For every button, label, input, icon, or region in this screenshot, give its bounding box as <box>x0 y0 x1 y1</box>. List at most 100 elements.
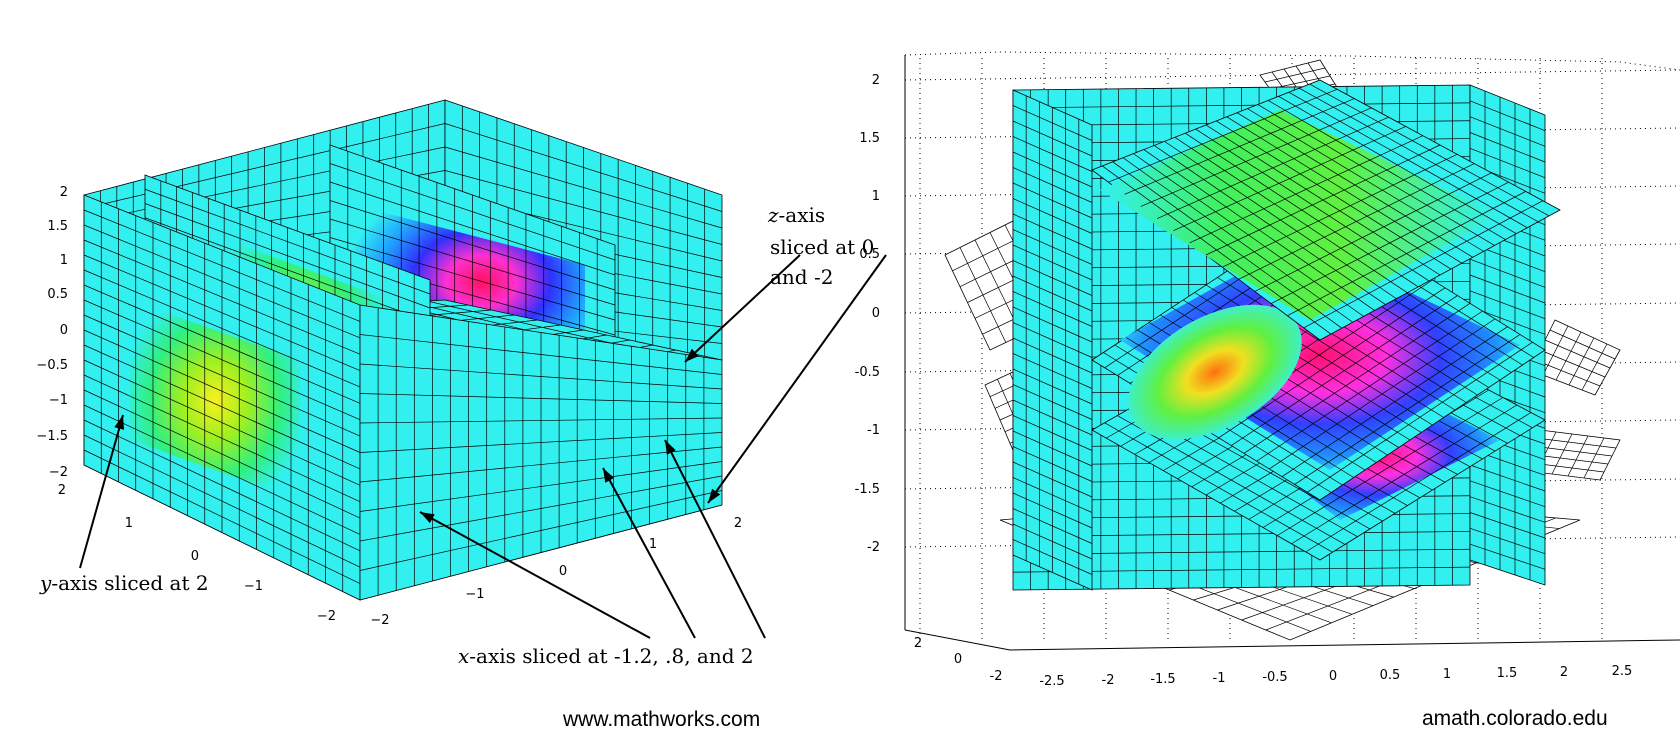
left-wall <box>1012 89 1093 591</box>
left-wall-mesh <box>1012 95 1093 585</box>
x-tick-label: 2 <box>1560 665 1568 680</box>
z-tick-label: −1.5 <box>36 429 68 444</box>
z-tick-label: -2 <box>867 540 880 555</box>
x-tick-label: 1 <box>649 537 657 552</box>
z-slice-top <box>1091 79 1561 341</box>
x-tick-label: 0.5 <box>1380 668 1401 683</box>
y-annotation-var: y <box>39 571 52 595</box>
arrow-x-neg1.2 <box>419 511 651 639</box>
arrow-y-2 <box>79 414 125 569</box>
right-axis-ticks: 2 1.5 1 0.5 0 -0.5 -1 -1.5 -2 2 0 -2 -2.5 -2 -1.5 -1 -0.… <box>855 73 1633 689</box>
z-tick-label: 2 <box>872 73 880 88</box>
z-tick-label: 2 <box>60 185 68 200</box>
y-annotation: y-axis sliced at 2 <box>39 571 209 595</box>
y-axis-line <box>904 629 1011 651</box>
z-annotation-line3: and -2 <box>770 265 833 289</box>
z-gridline <box>904 127 1680 139</box>
z-annotation-var: z <box>767 203 779 227</box>
x-tick-label: -2.5 <box>1039 674 1064 689</box>
credit-amath: amath.colorado.edu <box>1422 707 1608 730</box>
y-axis-annotation: y-axis sliced at 2 <box>39 571 209 595</box>
x-tick-label: -2 <box>1102 673 1115 688</box>
arrow-x-0.8-shaft <box>602 467 696 639</box>
x-tick-label: 0 <box>559 564 567 579</box>
y-tick-label: −1 <box>244 579 263 594</box>
x-axis-line <box>1009 639 1680 651</box>
arrow-x-0.8-head <box>603 468 615 483</box>
z-annotation-text: -axis <box>779 203 826 227</box>
z-tick-label: 0.5 <box>859 247 880 262</box>
z-tick-label: 0 <box>872 306 880 321</box>
x-tick-label: 2.5 <box>1612 664 1633 679</box>
arrow-z-0 <box>684 254 801 363</box>
z-tick-label: −0.5 <box>36 358 68 373</box>
y-slice-2-mesh <box>83 201 361 592</box>
y-slice-2 <box>83 194 361 601</box>
left-slice-plot: 2 1.5 1 0.5 0 −0.5 −1 −1.5 −2 2 1 0 −1 −2 −2 −1 0 1 2 <box>36 99 742 628</box>
arrow-y-2-shaft <box>79 414 124 569</box>
z-gridline <box>904 302 1680 314</box>
z-tick-label: -1 <box>867 423 880 438</box>
x-annotation-text: -axis sliced at -1.2, .8, and 2 <box>469 644 753 668</box>
x-tick-label: -1.5 <box>1150 672 1175 687</box>
top-gridline <box>904 51 1680 71</box>
wire-plane-right-mid-mesh <box>1534 325 1616 391</box>
z-slice-middle-color <box>1120 240 1520 470</box>
y-tick-label: -2 <box>990 669 1003 684</box>
z-tick-label: -0.5 <box>855 365 880 380</box>
x-slice-2-mesh <box>359 307 723 596</box>
arrow-z-0-shaft <box>684 254 801 363</box>
z-gridline <box>904 243 1680 255</box>
arrow-z-neg2-head <box>708 488 721 503</box>
credit-mathworks: www.mathworks.com <box>562 708 760 731</box>
z-gridline <box>904 536 1680 548</box>
z-slice-top-mesh <box>1102 83 1550 335</box>
x-annotation: x-axis sliced at -1.2, .8, and 2 <box>458 644 754 668</box>
y-tick-label: 2 <box>58 483 66 498</box>
y-slice-2-color <box>130 300 300 500</box>
x-slice-2 <box>359 304 723 601</box>
x-tick-label: 0 <box>1329 669 1337 684</box>
x-tick-label: 1 <box>1443 667 1451 682</box>
y-tick-label: 0 <box>191 549 199 564</box>
right-slice-plot: 2 1.5 1 0.5 0 -0.5 -1 -1.5 -2 2 0 -2 -2.5 -2 -1.5 -1 -0.… <box>855 51 1680 689</box>
y-tick-label: 2 <box>914 636 922 651</box>
arrow-x-2-shaft <box>664 439 766 639</box>
arrow-z-neg2-shaft <box>707 254 887 504</box>
z-tick-label: −1 <box>49 393 68 408</box>
x-tick-label: 2 <box>734 516 742 531</box>
y-tick-label: 0 <box>954 652 962 667</box>
x-tick-label: -1 <box>1213 671 1226 686</box>
y-tick-label: 1 <box>125 516 133 531</box>
arrow-x-neg1.2-shaft <box>419 511 651 639</box>
arrow-x-0.8 <box>602 467 696 639</box>
wire-plane-right-mid <box>1529 319 1621 396</box>
arrow-z-0-head <box>685 348 699 362</box>
z-tick-label: 1.5 <box>47 219 68 234</box>
z-tick-label: −2 <box>49 465 68 480</box>
arrow-z-neg2 <box>707 254 887 504</box>
z-gridline <box>904 185 1680 197</box>
y-annotation-text: -axis sliced at 2 <box>51 571 208 595</box>
z-gridline <box>904 69 1680 81</box>
z-gridline <box>904 419 1680 431</box>
z-tick-label: 1 <box>60 253 68 268</box>
z-gridline <box>904 478 1680 490</box>
arrow-x-2 <box>664 439 766 639</box>
left-axis-ticks: 2 1.5 1 0.5 0 −0.5 −1 −1.5 −2 2 1 0 −1 −2 −2 −1 0 1 2 <box>36 185 742 628</box>
x-tick-label: 1.5 <box>1497 666 1518 681</box>
z-annotation-line2: sliced at 0 <box>770 235 874 259</box>
x-axis-annotation: x-axis sliced at -1.2, .8, and 2 <box>458 644 754 668</box>
z-annotation-line1: z-axis <box>767 203 825 227</box>
x-tick-label: -0.5 <box>1262 670 1287 685</box>
x-tick-label: −1 <box>465 587 484 602</box>
z-tick-label: 0 <box>60 323 68 338</box>
arrow-y-2-head <box>114 415 125 430</box>
z-tick-label: 1 <box>872 189 880 204</box>
arrow-x-neg1.2-head <box>420 512 435 524</box>
z-axis-annotation: z-axis sliced at 0 and -2 <box>767 203 874 289</box>
y-tick-label: −2 <box>317 609 336 624</box>
arrow-x-2-head <box>665 440 676 455</box>
